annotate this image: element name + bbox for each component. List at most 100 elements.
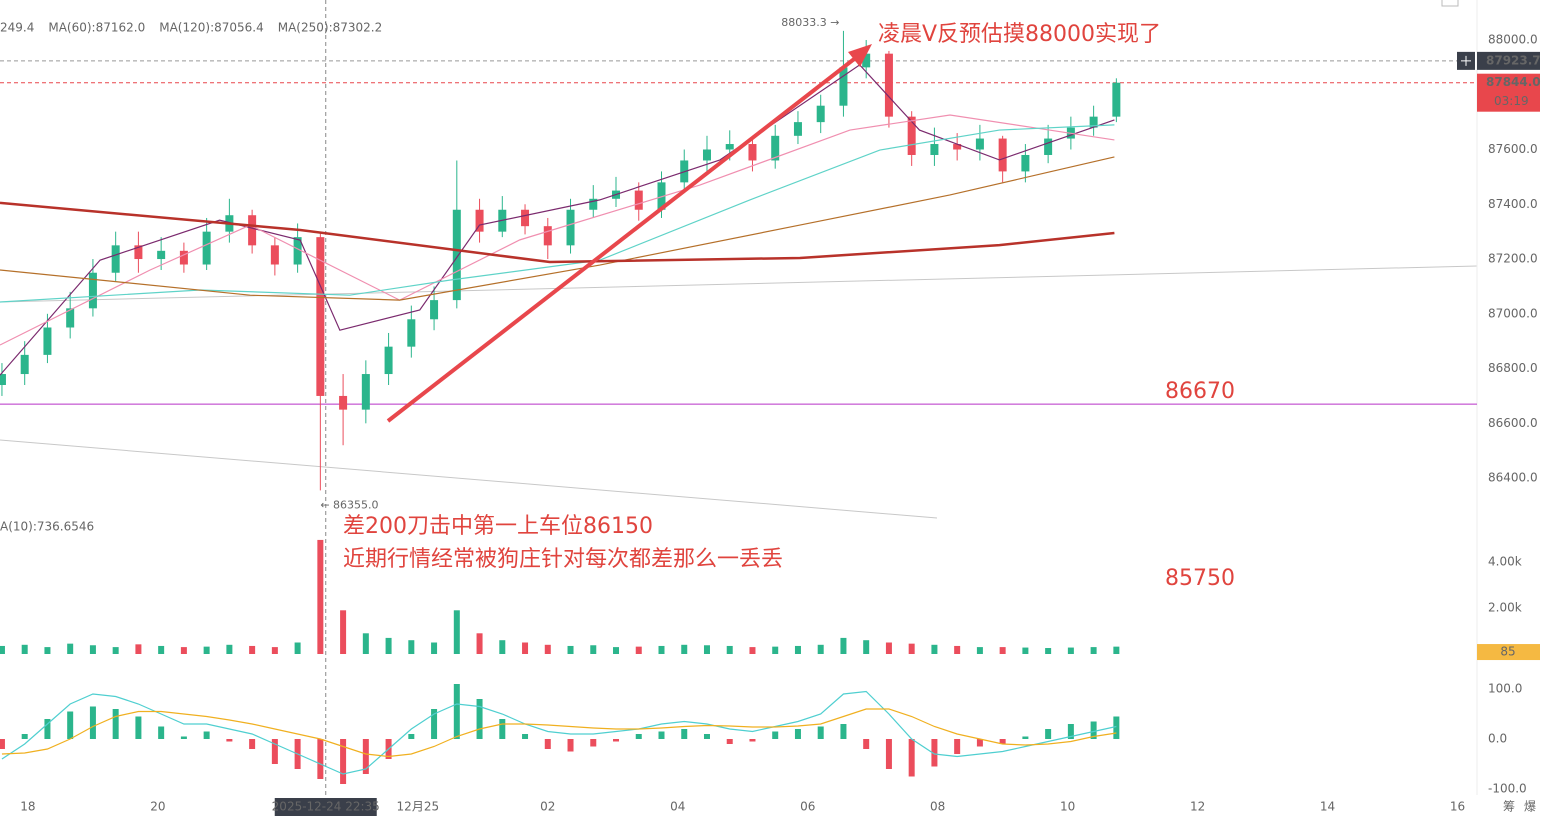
min-price-label: ← 86355.0 [320,498,378,511]
y-tick-label: 87200.0 [1488,252,1538,266]
x-tick-label: 18 [20,800,35,814]
x-tick-label: 10 [1060,800,1075,814]
y-tick-label: 86800.0 [1488,361,1538,375]
candle-body [134,245,143,260]
volume-bar [681,644,688,654]
macd-histogram-bar [44,719,51,739]
toolbar-button[interactable]: 筹 [1503,800,1515,814]
moving-average-line [0,156,1115,301]
volume-bar [317,539,324,654]
macd-histogram-bar [21,734,28,739]
volume-bar [89,645,96,654]
volume-bar [976,647,983,654]
countdown-label: 03:19 [1494,94,1529,108]
candle-body [998,138,1007,172]
legend-entry: 249.4 [0,21,34,35]
macd-histogram-bar [772,731,779,739]
candle-body [589,198,598,210]
candle-body [316,237,325,396]
candle-body [839,67,848,106]
candle-body [0,374,6,385]
macd-histogram-bar [635,734,642,739]
volume-bar [1113,646,1120,654]
trend-line [0,265,1478,303]
macd-histogram-bar [817,726,824,739]
volume-bar [613,647,620,654]
volume-bar [1067,647,1074,654]
headline-annotation: 凌晨V反预估摸88000实现了 [878,22,1161,47]
candle-body [202,231,211,265]
y-tick-label: 87000.0 [1488,306,1538,320]
moving-average-line [0,201,1115,264]
candle-body [43,327,52,355]
candle-body [816,105,825,123]
volume-bar [522,642,529,654]
candle-body [907,116,916,155]
macd-line [1,708,1117,758]
candle-body [1021,154,1030,172]
macd-histogram-bar [522,734,529,739]
toolbar-button[interactable]: 爆 [1524,800,1536,814]
max-price-label: 88033.3 → [781,16,839,29]
candle-body [293,237,302,265]
volume-bar [203,646,210,654]
candle-body [452,209,461,301]
macd-histogram-bar [999,739,1006,744]
y-tick-label: 4.00k [1488,555,1522,569]
volume-bar [1022,647,1029,654]
macd-histogram-bar [112,709,119,739]
macd-histogram-bar [1067,724,1074,739]
volume-bar [135,644,142,654]
volume-bar [1045,648,1052,654]
candle-body [975,138,984,150]
y-tick-label: -100.0 [1488,782,1527,796]
volume-bar [453,610,460,654]
macd-histogram-bar [1090,721,1097,739]
macd-histogram-bar [499,719,506,739]
macd-histogram-bar [863,739,870,749]
volume-bar [249,645,256,654]
note-annotation: 差200刀击中第一上车位86150 [343,514,653,539]
candle-body [566,209,575,246]
macd-histogram-bar [1022,736,1029,739]
macd-histogram-bar [590,739,597,747]
macd-histogram-bar [1045,729,1052,739]
legend-entry: MA(250):87302.2 [278,21,383,35]
marks: 86400.0 86600.0 86800.0 87000.0 87200.0 87400… [0,0,1541,816]
x-tick-label: 16 [1450,800,1465,814]
annotation-arrow [386,54,860,423]
candle-body [725,144,734,150]
macd-histogram-bar [180,736,187,739]
volume-bar [658,645,665,654]
macd-histogram-bar [954,739,961,754]
level-label: 86670 [1165,379,1235,404]
candle-body [179,250,188,265]
candle-body [1044,138,1053,155]
settings-icon[interactable] [1441,0,1459,7]
volume-bar [931,644,938,654]
volume-bar [794,645,801,654]
y-tick-label: 100.0 [1488,682,1522,696]
macd-histogram-bar [726,739,733,744]
volume-bar [431,642,438,654]
candle-body [748,144,757,161]
legend-entry: MA(120):87056.4 [159,21,264,35]
macd-line [1,690,1117,775]
macd-histogram-bar [317,739,324,779]
y-tick-label: 0.0 [1488,732,1507,746]
candle-body [862,53,871,68]
candle-body [407,319,416,347]
macd-histogram-bar [1113,716,1120,739]
crosshair-time-badge [274,798,377,816]
candle-body [384,346,393,375]
candle-body [953,144,962,150]
volume-bar [885,642,892,654]
macd-histogram-bar [544,739,551,749]
volume-bar [408,640,415,654]
macd-histogram-bar [89,706,96,739]
volume-bar [1090,647,1097,654]
candle-body [66,308,75,328]
macd-histogram-bar [67,711,74,739]
macd-histogram-bar [408,734,415,739]
volume-bar [544,644,551,654]
